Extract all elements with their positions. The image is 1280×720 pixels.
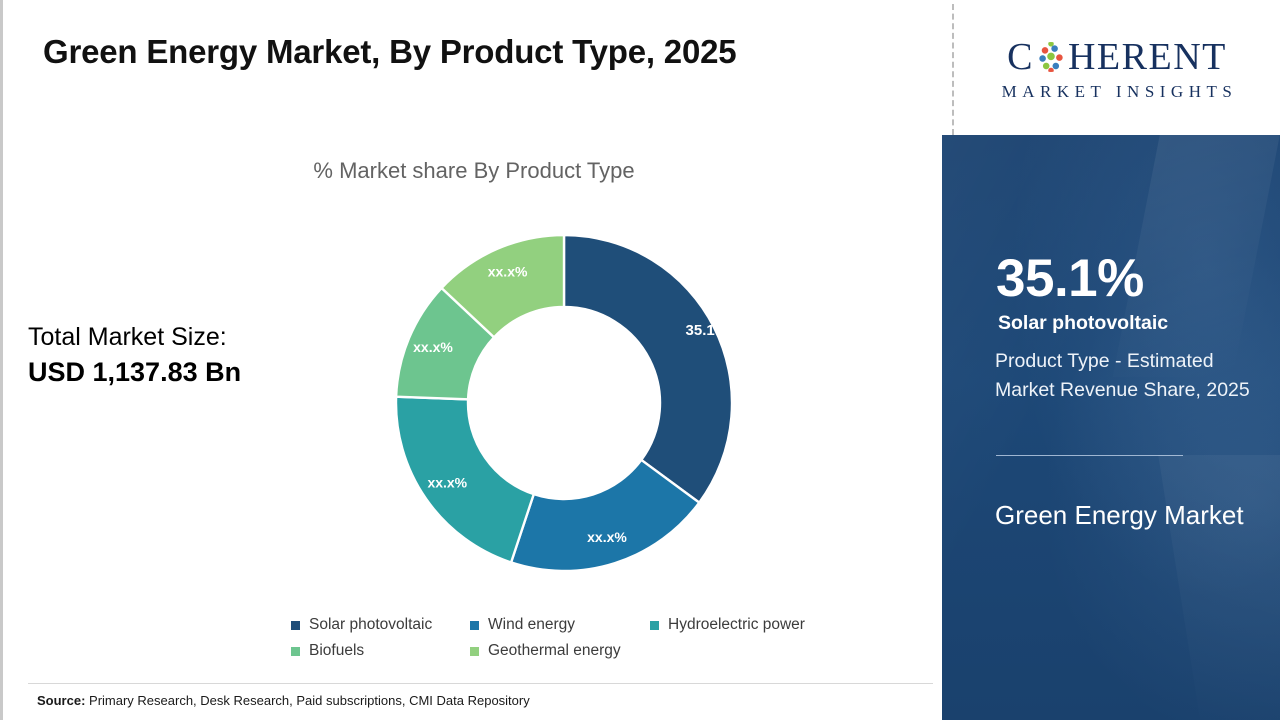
brand-logo: C HERENT MARKET INSIGHTS (952, 4, 1280, 135)
stat-description: Product Type - Estimated Market Revenue … (995, 350, 1250, 401)
donut-slice[interactable] (439, 233, 566, 339)
page-title: Green Energy Market, By Product Type, 20… (43, 33, 737, 70)
legend-swatch-icon (650, 620, 659, 630)
left-content-panel: Green Energy Market, By Product Type, 20… (0, 0, 933, 720)
donut-slice[interactable] (509, 458, 701, 573)
legend-item-geothermal-energy[interactable]: Geothermal energy (470, 642, 621, 660)
logo-tagline: MARKET INSIGHTS (1001, 81, 1238, 101)
panel-divider (996, 455, 1183, 456)
total-market-size-value: USD 1,137.83 Bn (28, 357, 242, 387)
donut-chart-svg: 35.1% xx.x% xx.x% xx.x% xx.x% (394, 233, 734, 573)
logo-letters-herent: HERENT (1067, 35, 1227, 78)
legend-label: Wind energy (488, 616, 576, 633)
legend-row-1: Solar photovoltaic Wind energy Hydroelec… (291, 616, 891, 634)
legend-label: Solar photovoltaic (309, 616, 433, 633)
donut-label-group: 35.1% xx.x% xx.x% xx.x% xx.x% (413, 263, 728, 545)
donut-chart: 35.1% xx.x% xx.x% xx.x% xx.x% (389, 228, 739, 578)
globe-sphere-icon (1034, 40, 1067, 73)
chart-subtitle: % Market share By Product Type (313, 158, 635, 183)
legend-swatch-icon (291, 620, 300, 630)
total-market-size-label: Total Market Size: (28, 323, 227, 351)
donut-slice[interactable] (562, 233, 734, 505)
legend-swatch-icon (291, 646, 300, 656)
stat-highlight-panel: 35.1% Solar photovoltaic Product Type - … (942, 135, 1280, 720)
legend-swatch-icon (470, 646, 479, 656)
legend-swatch-icon (470, 620, 479, 630)
total-market-size-block: Total Market Size: USD 1,137.83 Bn (28, 320, 241, 390)
source-divider (28, 683, 933, 684)
logo-wordmark: C HERENT (1007, 38, 1227, 76)
legend-label: Hydroelectric power (668, 616, 805, 633)
legend-row-2: Biofuels Geothermal energy (291, 642, 891, 660)
source-line: Source: Primary Research, Desk Research,… (37, 693, 530, 708)
donut-slice-label: xx.x% (427, 475, 467, 491)
donut-slice-label: 35.1% (686, 322, 729, 339)
donut-slice-label: xx.x% (488, 263, 528, 279)
donut-slice-label: xx.x% (587, 529, 627, 545)
stat-segment-name: Solar photovoltaic (998, 312, 1169, 334)
donut-slice-label: xx.x% (413, 339, 453, 355)
legend-label: Biofuels (309, 642, 365, 659)
stat-percent-value: 35.1% (996, 249, 1144, 308)
panel-market-name: Green Energy Market (995, 500, 1244, 530)
source-text: Primary Research, Desk Research, Paid su… (85, 693, 530, 708)
legend-item-wind-energy[interactable]: Wind energy (470, 616, 650, 634)
legend-item-biofuels[interactable]: Biofuels (291, 642, 470, 660)
logo-letter-c: C (1007, 35, 1034, 78)
source-label: Source: (37, 693, 86, 708)
legend-label: Geothermal energy (488, 642, 621, 659)
donut-slice-group (394, 233, 734, 573)
chart-legend: Solar photovoltaic Wind energy Hydroelec… (291, 616, 891, 668)
legend-item-hydroelectric-power[interactable]: Hydroelectric power (650, 616, 805, 634)
donut-slice[interactable] (394, 395, 536, 564)
legend-item-solar-photovoltaic[interactable]: Solar photovoltaic (291, 616, 470, 634)
